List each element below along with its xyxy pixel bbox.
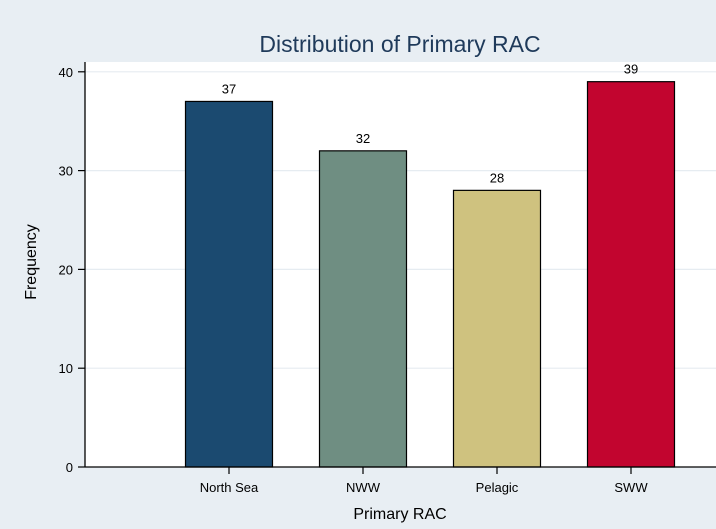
y-tick-label: 20: [59, 262, 73, 277]
bars: 37 32 28 39: [184, 62, 676, 468]
y-tick-label: 10: [59, 361, 73, 376]
y-axis-label: Frequency: [23, 224, 40, 300]
bar: [318, 150, 408, 468]
bar: [586, 81, 676, 468]
y-tick-label: 40: [59, 65, 73, 80]
data-label: 37: [222, 81, 236, 96]
bar: [452, 189, 542, 468]
y-tick-label: 0: [66, 460, 73, 475]
data-label: 39: [624, 62, 638, 77]
data-label: 28: [490, 170, 504, 185]
axes: 0 10 20 30 40 North Sea NWW Pelagic SWW: [59, 62, 716, 495]
data-label: 32: [356, 131, 370, 146]
x-tick-label: Pelagic: [476, 480, 519, 495]
y-tick-label: 30: [59, 164, 73, 179]
x-tick-label: SWW: [614, 480, 648, 495]
x-tick-label: North Sea: [200, 480, 259, 495]
x-axis-label: Primary RAC: [353, 506, 446, 523]
bar: [184, 100, 274, 468]
chart-title: Distribution of Primary RAC: [259, 31, 540, 57]
x-tick-label: NWW: [346, 480, 381, 495]
